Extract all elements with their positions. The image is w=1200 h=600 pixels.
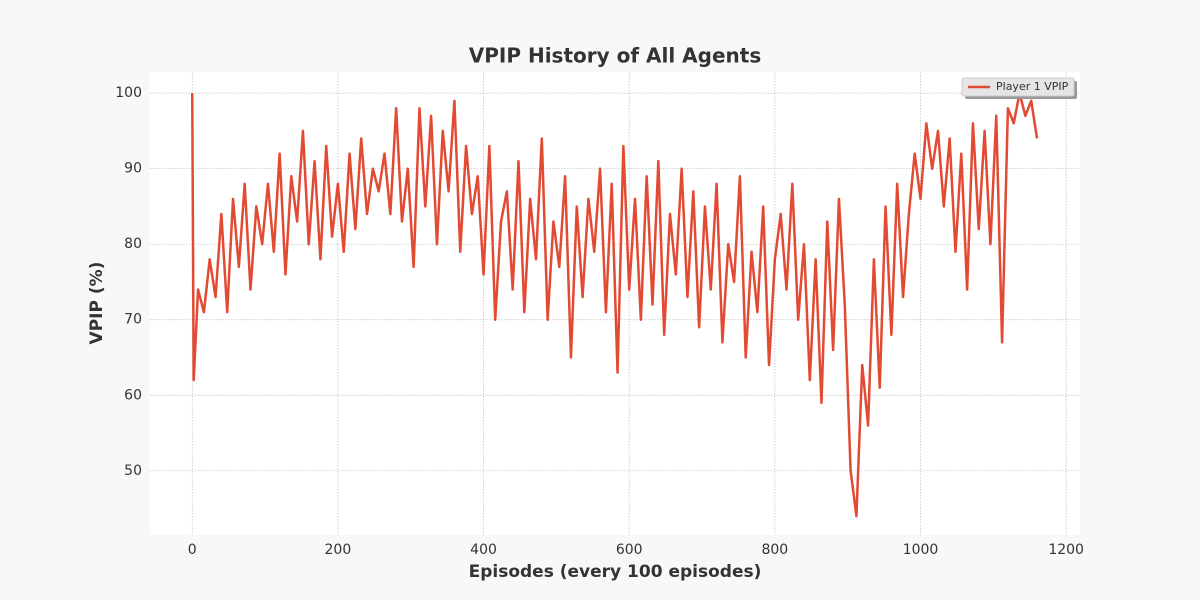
x-tick-label: 1000 xyxy=(903,542,939,558)
y-tick-label: 60 xyxy=(124,387,142,403)
x-axis-label: Episodes (every 100 episodes) xyxy=(469,562,762,582)
series xyxy=(190,91,1039,518)
y-tick-label: 100 xyxy=(115,85,142,101)
chart-title: VPIP History of All Agents xyxy=(469,44,761,68)
x-tick-label: 400 xyxy=(470,542,497,558)
x-tick-label: 1200 xyxy=(1048,542,1084,558)
x-tick-label: 200 xyxy=(325,542,352,558)
y-axis-label: VPIP (%) xyxy=(87,262,107,345)
y-tick-label: 70 xyxy=(124,312,142,328)
y-tick-label: 80 xyxy=(124,236,142,252)
legend-label: Player 1 VPIP xyxy=(996,80,1069,93)
y-tick-label: 50 xyxy=(124,463,142,479)
x-tick-label: 800 xyxy=(761,542,788,558)
x-tick-label: 600 xyxy=(616,542,643,558)
data-line xyxy=(190,91,1039,518)
y-tick-label: 90 xyxy=(124,161,142,177)
x-tick-label: 0 xyxy=(188,542,197,558)
legend-box xyxy=(961,77,1075,97)
legend: Player 1 VPIP xyxy=(961,77,1077,99)
